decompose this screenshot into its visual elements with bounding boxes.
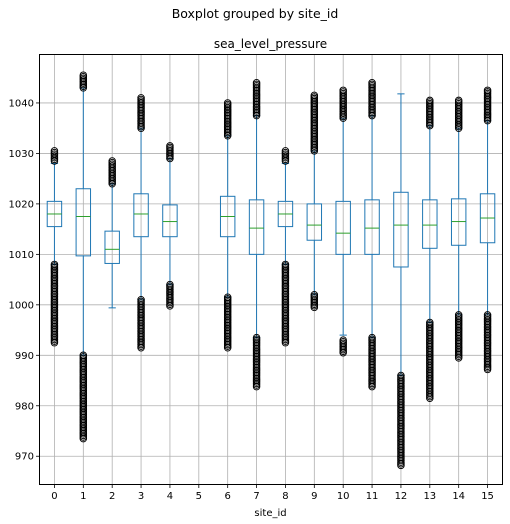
chart-suptitle: Boxplot grouped by site_id: [172, 6, 339, 21]
boxes-layer: [47, 72, 495, 469]
x-tick-label: 9: [311, 491, 317, 502]
x-tick-label: 7: [253, 491, 259, 502]
y-tick-label: 980: [15, 401, 34, 412]
y-tick-label: 970: [15, 452, 34, 463]
chart-title: sea_level_pressure: [214, 37, 327, 51]
y-tick-label: 1000: [9, 300, 34, 311]
x-tick-label: 3: [138, 491, 144, 502]
x-axis-label: site_id: [254, 508, 286, 519]
x-tick-label: 5: [196, 491, 202, 502]
box-site-12: [394, 94, 408, 469]
x-tick-label: 14: [452, 491, 465, 502]
x-tick-label: 2: [109, 491, 115, 502]
x-tick-label: 4: [167, 491, 173, 502]
x-tick-label: 1: [80, 491, 86, 502]
x-tick-label: 8: [282, 491, 288, 502]
x-tick-label: 6: [225, 491, 231, 502]
x-tick-label: 11: [366, 491, 379, 502]
x-tick-label: 13: [423, 491, 436, 502]
x-tick-label: 10: [337, 491, 350, 502]
y-tick-label: 1040: [9, 98, 34, 109]
y-tick-label: 1030: [9, 149, 34, 160]
x-tick-label: 12: [395, 491, 408, 502]
x-tick-label: 0: [51, 491, 57, 502]
y-tick-label: 1010: [9, 250, 34, 261]
box-site-13: [423, 97, 437, 401]
x-tick-label: 15: [481, 491, 494, 502]
y-tick-label: 990: [15, 351, 34, 362]
y-tick-label: 1020: [9, 199, 34, 210]
